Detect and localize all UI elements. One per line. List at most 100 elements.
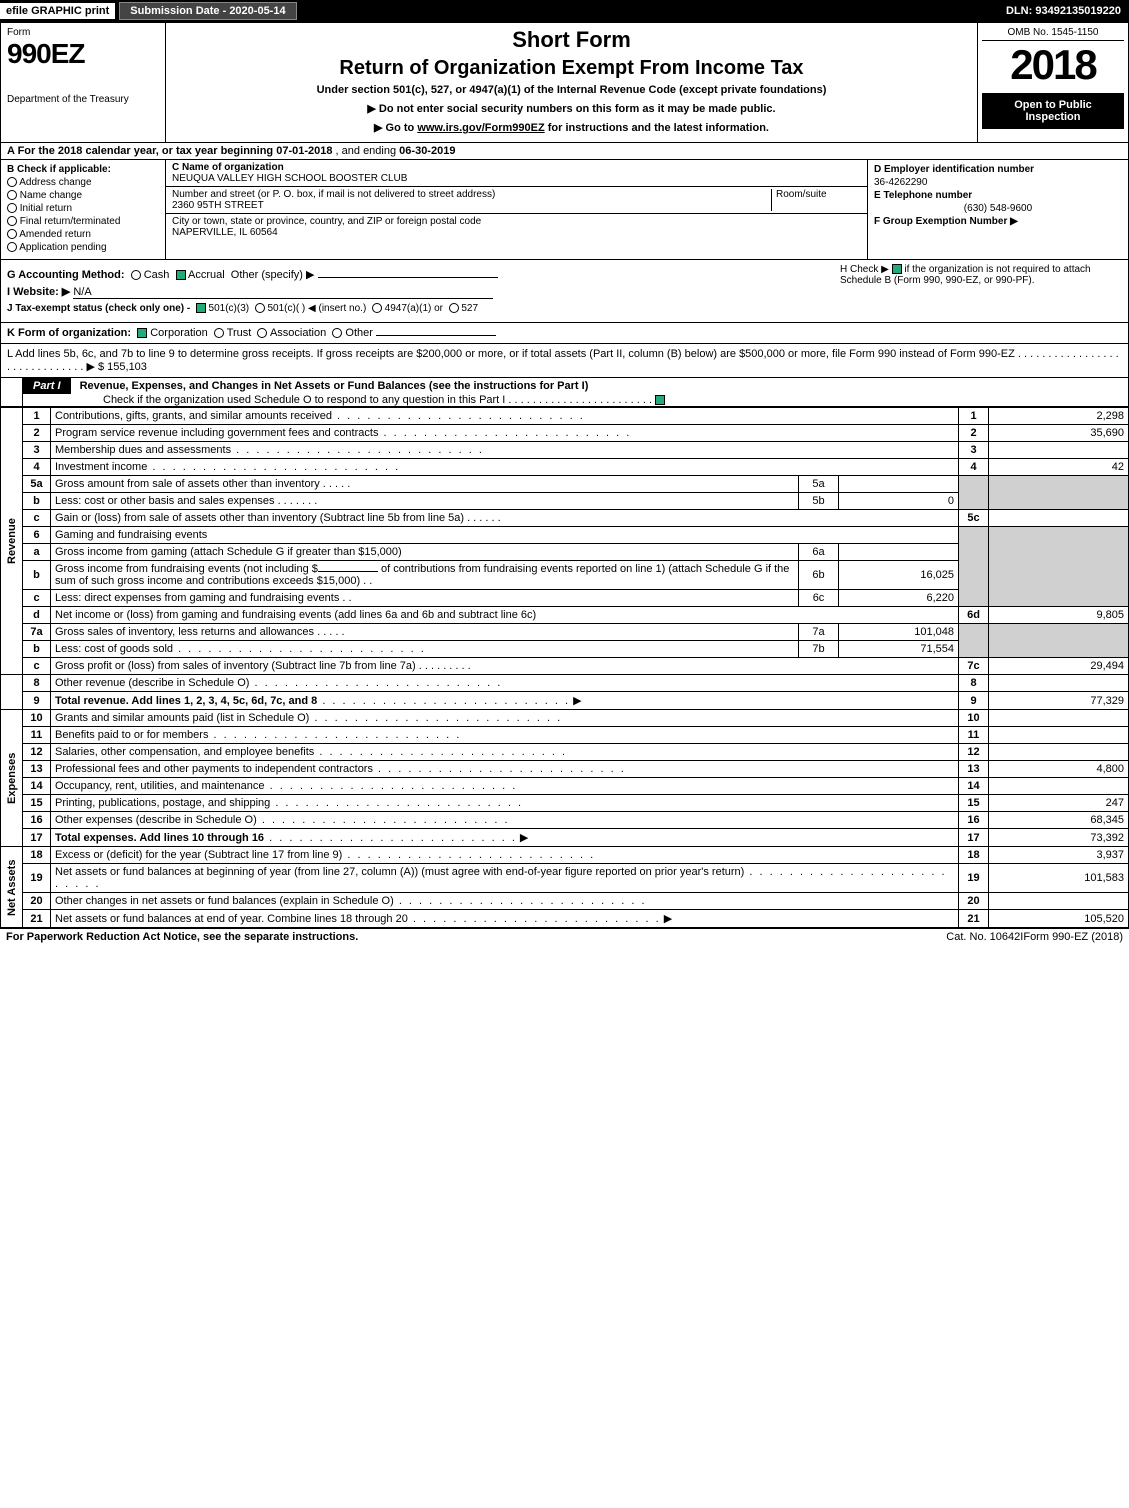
table-row: 20 Other changes in net assets or fund b… xyxy=(1,893,1129,910)
line-desc: Gross amount from sale of assets other t… xyxy=(55,478,320,490)
line-rnum: 2 xyxy=(959,425,989,442)
period-label: A For the 2018 calendar year, or tax yea… xyxy=(7,145,276,157)
line-num: 8 xyxy=(23,675,51,692)
period-mid: , and ending xyxy=(336,145,400,157)
checkbox-icon[interactable] xyxy=(196,303,206,313)
line-desc: Other revenue (describe in Schedule O) xyxy=(55,677,249,689)
section-k: K Form of organization: Corporation Trus… xyxy=(0,323,1129,344)
line-num: 10 xyxy=(23,710,51,727)
radio-icon[interactable] xyxy=(7,216,17,226)
table-row: 16 Other expenses (describe in Schedule … xyxy=(1,812,1129,829)
radio-icon[interactable] xyxy=(449,303,459,313)
line-rval: 247 xyxy=(989,795,1129,812)
footer-mid: Cat. No. 10642I xyxy=(946,931,1023,943)
checkbox-icon[interactable] xyxy=(892,264,902,274)
line-rval: 9,805 xyxy=(989,607,1129,624)
table-row: Net Assets 18 Excess or (deficit) for th… xyxy=(1,847,1129,864)
checkbox-icon[interactable] xyxy=(176,270,186,280)
info-grid: B Check if applicable: Address change Na… xyxy=(0,160,1129,260)
radio-icon[interactable] xyxy=(332,328,342,338)
table-row: 5a Gross amount from sale of assets othe… xyxy=(1,476,1129,493)
line-num: 5a xyxy=(23,476,51,493)
line-desc: Occupancy, rent, utilities, and maintena… xyxy=(55,780,265,792)
shaded-cell xyxy=(959,476,989,510)
line-rnum: 13 xyxy=(959,761,989,778)
radio-icon[interactable] xyxy=(372,303,382,313)
table-row: d Net income or (loss) from gaming and f… xyxy=(1,607,1129,624)
form-code: 990EZ xyxy=(7,38,159,70)
goto-text: ▶ Go to www.irs.gov/Form990EZ for instru… xyxy=(174,121,969,134)
table-row: 17 Total expenses. Add lines 10 through … xyxy=(1,829,1129,847)
radio-icon[interactable] xyxy=(7,190,17,200)
submission-date: Submission Date - 2020-05-14 xyxy=(119,2,296,20)
line-rnum: 9 xyxy=(959,692,989,710)
header-right: OMB No. 1545-1150 2018 Open to Public In… xyxy=(978,23,1128,142)
form-header: Form 990EZ Department of the Treasury Sh… xyxy=(0,22,1129,143)
table-row: c Gain or (loss) from sale of assets oth… xyxy=(1,510,1129,527)
radio-icon[interactable] xyxy=(214,328,224,338)
table-row: 11 Benefits paid to or for members 11 xyxy=(1,727,1129,744)
k-label: K Form of organization: xyxy=(7,327,131,339)
line-rval: 73,392 xyxy=(989,829,1129,847)
line-rval xyxy=(989,710,1129,727)
shaded-cell xyxy=(959,624,989,658)
line-num: 14 xyxy=(23,778,51,795)
check-final-return: Final return/terminated xyxy=(7,216,159,227)
line-rnum: 16 xyxy=(959,812,989,829)
line-desc: Printing, publications, postage, and shi… xyxy=(55,797,270,809)
shaded-cell xyxy=(989,527,1129,607)
radio-icon[interactable] xyxy=(131,270,141,280)
checkbox-icon[interactable] xyxy=(655,395,665,405)
revenue-side-label: Revenue xyxy=(1,408,23,675)
line-rval: 101,583 xyxy=(989,864,1129,893)
line-num: 21 xyxy=(23,910,51,928)
line-rnum: 20 xyxy=(959,893,989,910)
line-rnum: 15 xyxy=(959,795,989,812)
radio-icon[interactable] xyxy=(7,229,17,239)
line-desc: Less: cost of goods sold xyxy=(55,643,173,655)
j-label: J Tax-exempt status (check only one) - xyxy=(7,303,190,314)
line-num: 18 xyxy=(23,847,51,864)
6b-blank[interactable] xyxy=(318,571,378,572)
line-num: a xyxy=(23,544,51,561)
table-row: 15 Printing, publications, postage, and … xyxy=(1,795,1129,812)
checkbox-icon[interactable] xyxy=(137,328,147,338)
line-desc: Net assets or fund balances at end of ye… xyxy=(55,913,408,925)
line-rnum: 21 xyxy=(959,910,989,928)
line-inval xyxy=(839,476,959,493)
k-other-input[interactable] xyxy=(376,335,496,336)
line-num: c xyxy=(23,658,51,675)
org-name-block: C Name of organization NEUQUA VALLEY HIG… xyxy=(166,160,867,187)
radio-icon[interactable] xyxy=(7,242,17,252)
ein-value: 36-4262290 xyxy=(874,177,1122,188)
line-inval: 16,025 xyxy=(839,561,959,590)
top-bar: efile GRAPHIC print Submission Date - 20… xyxy=(0,0,1129,22)
line-num: 16 xyxy=(23,812,51,829)
other-specify-input[interactable] xyxy=(318,277,498,278)
line-rval xyxy=(989,893,1129,910)
line-innum: 7a xyxy=(799,624,839,641)
section-b: B Check if applicable: Address change Na… xyxy=(1,160,166,259)
radio-icon[interactable] xyxy=(7,203,17,213)
table-row: 6 Gaming and fundraising events xyxy=(1,527,1129,544)
line-rnum: 17 xyxy=(959,829,989,847)
radio-icon[interactable] xyxy=(257,328,267,338)
line-rnum: 19 xyxy=(959,864,989,893)
line-num: 9 xyxy=(23,692,51,710)
line-rval: 2,298 xyxy=(989,408,1129,425)
line-rnum: 12 xyxy=(959,744,989,761)
city-block: City or town, state or province, country… xyxy=(166,214,867,240)
dept-treasury: Department of the Treasury xyxy=(7,94,159,105)
line-rval: 42 xyxy=(989,459,1129,476)
footer-left: For Paperwork Reduction Act Notice, see … xyxy=(6,931,946,943)
line-rval: 35,690 xyxy=(989,425,1129,442)
part1-table: Revenue 1 Contributions, gifts, grants, … xyxy=(0,407,1129,928)
goto-link[interactable]: www.irs.gov/Form990EZ xyxy=(417,122,544,134)
line-num: 12 xyxy=(23,744,51,761)
line-rnum: 4 xyxy=(959,459,989,476)
radio-icon[interactable] xyxy=(7,177,17,187)
radio-icon[interactable] xyxy=(255,303,265,313)
under-section: Under section 501(c), 527, or 4947(a)(1)… xyxy=(174,84,969,96)
dln-label: DLN: 93492135019220 xyxy=(1006,5,1129,17)
org-name-label: C Name of organization xyxy=(172,162,284,173)
